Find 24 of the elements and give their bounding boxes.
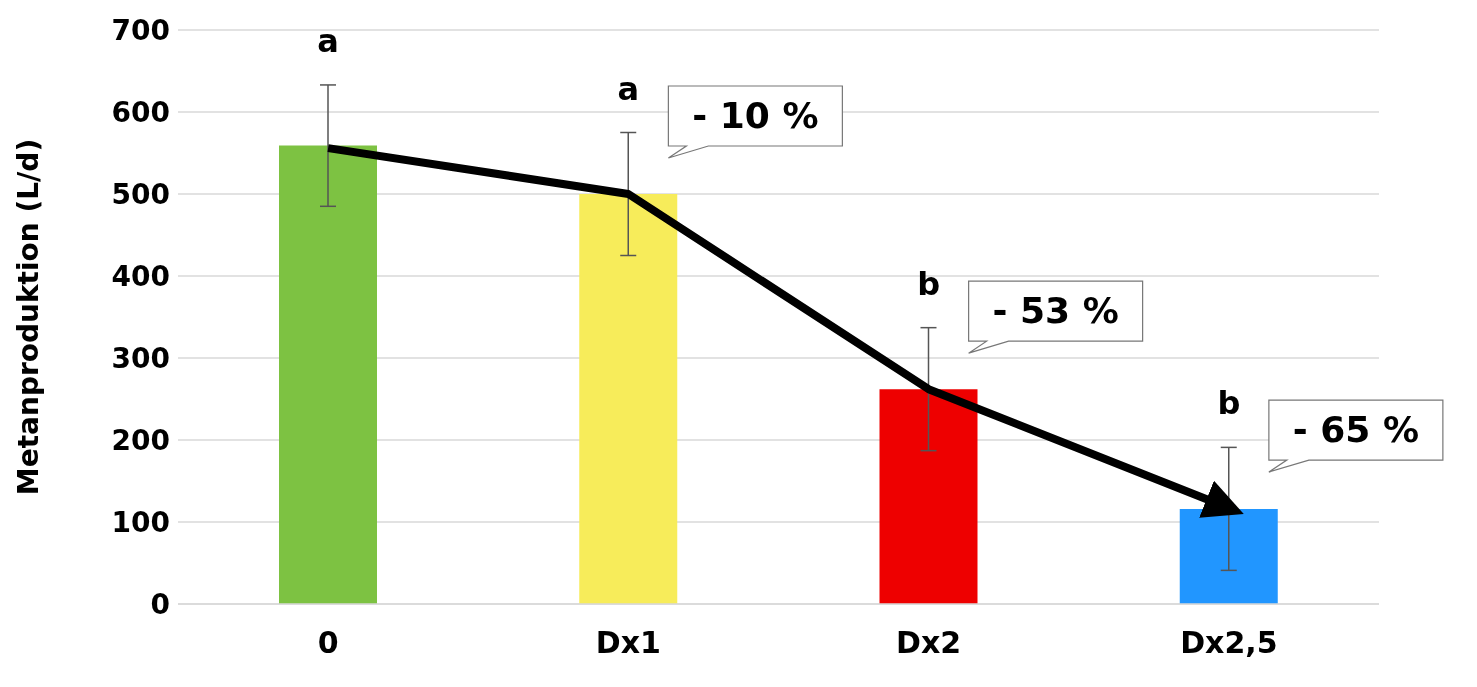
y-tick-label: 0 [150, 587, 170, 621]
x-tick-label: Dx2 [896, 625, 962, 661]
x-tick-label: Dx2,5 [1180, 625, 1278, 661]
y-tick-label: 400 [111, 259, 170, 293]
y-tick-label: 700 [111, 13, 170, 47]
y-tick-label: 300 [111, 341, 170, 375]
y-tick-label: 600 [111, 95, 170, 129]
annotation: a [617, 69, 640, 108]
annotation: b [1217, 384, 1241, 423]
y-tick-label: 100 [111, 505, 170, 539]
x-tick-label: Dx1 [595, 625, 661, 661]
annotation: b [917, 264, 941, 303]
annotation: - 65 % [1292, 409, 1419, 451]
y-tick-label: 200 [111, 423, 170, 457]
bar [879, 389, 978, 604]
bar [1179, 508, 1278, 604]
bar [579, 194, 678, 604]
x-tick-label: 0 [317, 625, 339, 661]
annotation: - 53 % [992, 290, 1119, 332]
annotation: - 10 % [692, 95, 819, 136]
annotation: a [317, 21, 339, 60]
bar [279, 145, 377, 604]
y-axis-title: Metanproduktion (L/d) [11, 138, 45, 496]
y-tick-label: 500 [111, 177, 170, 211]
